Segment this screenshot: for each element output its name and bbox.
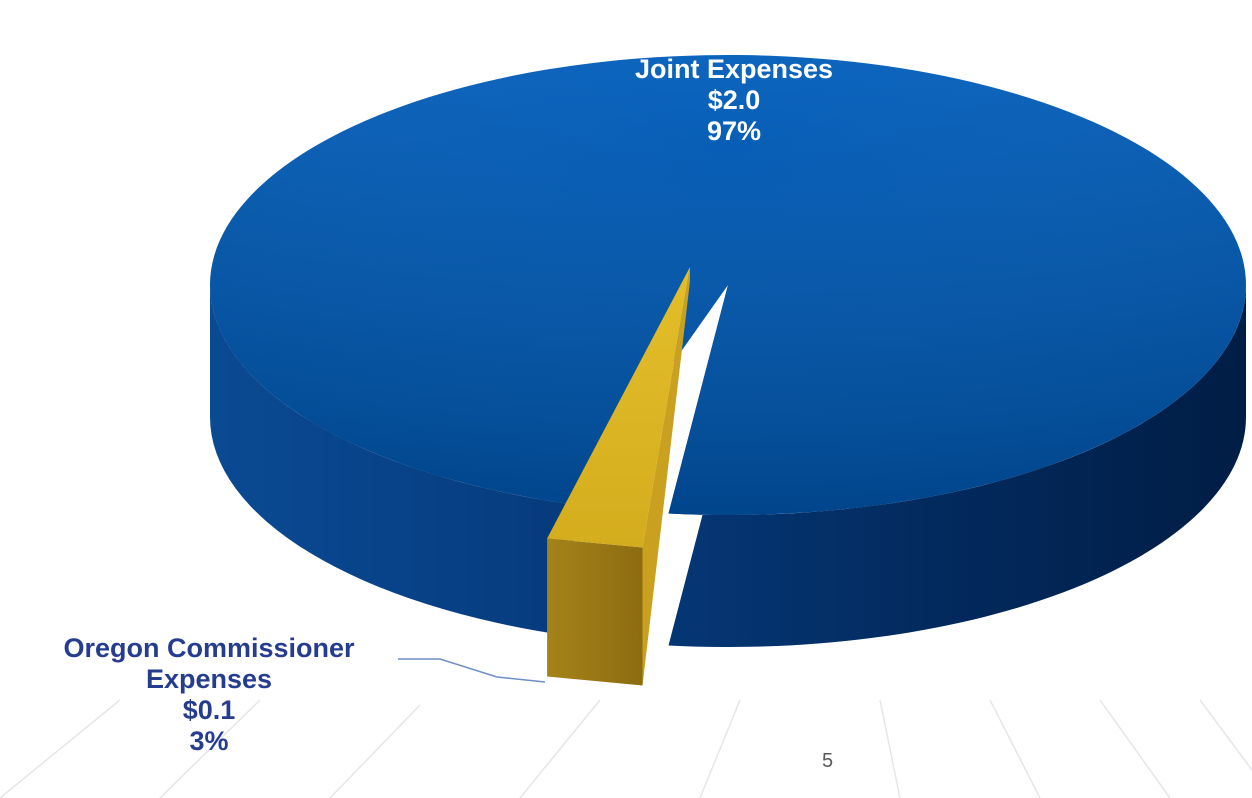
- background-line: [519, 699, 601, 798]
- pie-slice-joint-shading: [209, 55, 1246, 516]
- pie-slice-oregon-front: [547, 538, 643, 686]
- pie-slice-oregon-side: [642, 267, 690, 686]
- pie-slice-joint-side: [210, 285, 1246, 648]
- background-line: [1099, 699, 1171, 798]
- oregon-leader-line: [398, 658, 546, 683]
- background-line: [0, 699, 121, 798]
- oregon-expenses-name-line1: Oregon Commissioner: [63, 633, 355, 663]
- background-line: [989, 699, 1041, 798]
- oregon-expenses-name-line2: Expenses: [145, 664, 273, 694]
- joint-expenses-value: $2.0: [707, 85, 761, 115]
- joint-expenses-percent: 97%: [706, 116, 762, 146]
- oregon-expenses-data-label: Oregon Commissioner Expenses $0.1 3%: [0, 633, 418, 757]
- background-line: [159, 699, 261, 798]
- joint-expenses-data-label: Joint Expenses $2.0 97%: [584, 54, 884, 147]
- pie-slice-oregon-commissioner-expenses: [547, 267, 690, 548]
- joint-expenses-name: Joint Expenses: [634, 54, 834, 84]
- oregon-expenses-value: $0.1: [182, 695, 236, 725]
- oregon-expenses-percent: 3%: [189, 726, 229, 756]
- background-line: [329, 704, 421, 798]
- background-line: [699, 699, 741, 798]
- background-line: [879, 699, 901, 798]
- page-number: 5: [822, 750, 834, 772]
- background-decoration: [0, 699, 1252, 798]
- background-line: [1199, 699, 1252, 771]
